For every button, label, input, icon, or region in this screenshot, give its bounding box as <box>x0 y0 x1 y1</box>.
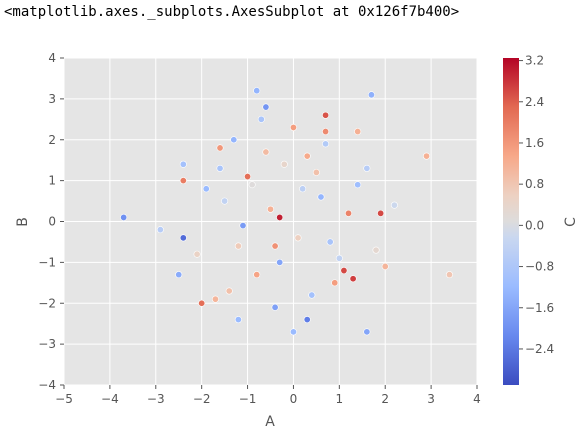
scatter-point <box>294 234 302 242</box>
y-tick-label: 1 <box>48 174 56 188</box>
scatter-point <box>230 136 238 144</box>
x-tick-label: −3 <box>147 392 165 406</box>
scatter-point <box>253 87 261 95</box>
scatter-point <box>276 258 284 266</box>
y-tick-label: 0 <box>48 215 56 229</box>
scatter-point <box>276 213 284 221</box>
scatter-point <box>262 103 270 111</box>
scatter-point <box>120 213 128 221</box>
scatter-point <box>175 271 183 279</box>
colorbar-tick-label: 1.6 <box>525 136 544 150</box>
scatter-point <box>234 316 242 324</box>
scatter-point <box>299 185 307 193</box>
scatter-point <box>193 250 201 258</box>
x-tick-label: −1 <box>239 392 257 406</box>
y-tick-label: −2 <box>38 296 56 310</box>
y-axis-ticks: −4 −3 −2 −1 0 1 2 3 4 <box>38 51 64 392</box>
scatter-point <box>216 164 224 172</box>
scatter-point <box>322 111 330 119</box>
colorbar-label: C <box>563 217 579 227</box>
scatter-point <box>322 140 330 148</box>
colorbar-tick-label: 0.8 <box>525 177 544 191</box>
x-tick-label: −5 <box>55 392 73 406</box>
scatter-point <box>363 328 371 336</box>
scatter-point <box>271 303 279 311</box>
scatter-point <box>340 267 348 275</box>
scatter-point <box>349 275 357 283</box>
scatter-point <box>445 271 453 279</box>
colorbar-tick-label: 2.4 <box>525 95 544 109</box>
y-tick-label: 2 <box>48 133 56 147</box>
scatter-point <box>317 193 325 201</box>
scatter-point <box>225 287 233 295</box>
scatter-point <box>202 185 210 193</box>
scatter-point <box>354 128 362 136</box>
colorbar-tick-label: −0.8 <box>525 260 554 274</box>
scatter-point <box>345 209 353 217</box>
y-tick-label: −1 <box>38 255 56 269</box>
scatter-point <box>280 160 288 168</box>
scatter-point <box>367 91 375 99</box>
colorbar-tick-label: −2.4 <box>525 342 554 356</box>
scatter-point <box>377 209 385 217</box>
scatter-point <box>322 128 330 136</box>
scatter-point <box>331 279 339 287</box>
x-axis-ticks: −5 −4 −3 −2 −1 0 1 2 3 4 <box>55 385 481 406</box>
scatter-point <box>221 197 229 205</box>
cell-output-repr: <matplotlib.axes._subplots.AxesSubplot a… <box>4 4 460 20</box>
scatter-point <box>198 299 206 307</box>
x-tick-label: −4 <box>101 392 119 406</box>
scatter-point <box>211 295 219 303</box>
scatter-point <box>308 291 316 299</box>
scatter-point <box>381 262 389 270</box>
scatter-point <box>363 164 371 172</box>
scatter-point <box>354 181 362 189</box>
y-tick-label: −4 <box>38 378 56 392</box>
y-tick-label: 4 <box>48 51 56 65</box>
y-tick-label: 3 <box>48 92 56 106</box>
scatter-point <box>289 328 297 336</box>
scatter-point <box>372 246 380 254</box>
x-axis-label: A <box>265 414 275 430</box>
scatter-point <box>179 234 187 242</box>
scatter-point <box>216 144 224 152</box>
scatter-point <box>257 115 265 123</box>
x-tick-label: 3 <box>427 392 435 406</box>
scatter-point <box>262 148 270 156</box>
x-tick-label: 4 <box>473 392 481 406</box>
scatter-point <box>266 205 274 213</box>
colorbar-tick-label: 0.0 <box>525 218 544 232</box>
scatter-point <box>156 226 164 234</box>
scatter-point <box>390 201 398 209</box>
scatter-point <box>423 152 431 160</box>
scatter-point <box>303 316 311 324</box>
colorbar-ticks: 3.2 2.4 1.6 0.8 0.0 −0.8 −1.6 −2.4 <box>519 54 554 356</box>
x-tick-label: −2 <box>193 392 211 406</box>
scatter-point <box>179 160 187 168</box>
scatter-point <box>234 242 242 250</box>
scatter-point <box>289 123 297 131</box>
scatter-point <box>248 181 256 189</box>
y-axis-label: B <box>15 217 31 227</box>
scatter-point <box>312 168 320 176</box>
scatter-point <box>244 173 252 181</box>
scatter-point <box>179 177 187 185</box>
x-tick-label: 2 <box>381 392 389 406</box>
colorbar <box>503 58 519 385</box>
scatter-point <box>303 152 311 160</box>
scatter-point <box>335 254 343 262</box>
scatter-point <box>253 271 261 279</box>
scatter-points <box>120 87 453 336</box>
y-tick-label: −3 <box>38 337 56 351</box>
colorbar-tick-label: 3.2 <box>525 54 544 68</box>
scatter-point <box>271 242 279 250</box>
x-tick-label: 0 <box>290 392 298 406</box>
scatter-point <box>326 238 334 246</box>
colorbar-tick-label: −1.6 <box>525 301 554 315</box>
x-tick-label: 1 <box>336 392 344 406</box>
scatter-point <box>239 222 247 230</box>
